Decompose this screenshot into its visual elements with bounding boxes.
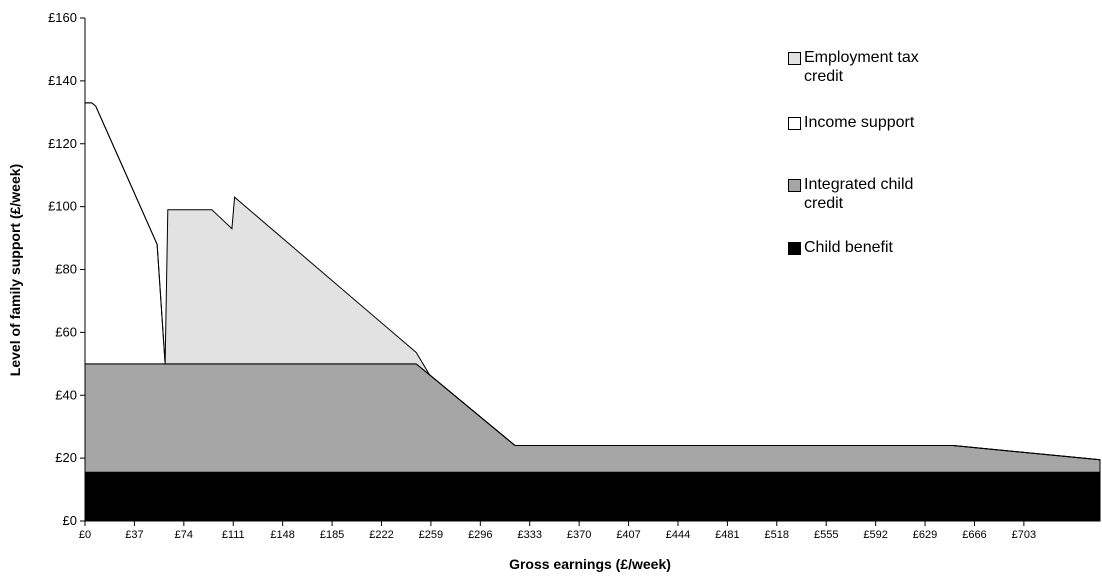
x-tick-label: £629 [913,529,937,541]
x-tick-label: £296 [468,529,492,541]
x-axis-title: Gross earnings (£/week) [509,556,671,572]
x-tick-label: £259 [419,529,443,541]
x-tick-label: £481 [715,529,739,541]
x-tick-label: £74 [175,529,193,541]
x-tick-label: £444 [666,529,690,541]
legend-item: Employment tax credit [788,48,978,86]
legend-label: Integrated child credit [804,176,914,212]
x-tick-label: £333 [517,529,541,541]
y-tick-label: £100 [48,199,77,214]
legend-item: Child benefit [788,238,978,257]
legend-label: Income support [804,114,915,131]
y-tick-label: £0 [63,513,77,528]
legend-swatch [788,242,801,255]
y-tick-label: £60 [55,324,77,339]
legend-label: Employment tax credit [804,49,919,85]
y-tick-label: £140 [48,73,77,88]
x-tick-label: £407 [616,529,640,541]
x-tick-label: £185 [320,529,344,541]
x-tick-label: £37 [125,529,143,541]
legend-swatch [788,117,801,130]
legend-item: Income support [788,113,978,132]
x-tick-label: £666 [962,529,986,541]
y-tick-label: £40 [55,387,77,402]
x-tick-label: £703 [1012,529,1036,541]
y-tick-label: £160 [48,10,77,25]
x-tick-label: £148 [270,529,294,541]
y-tick-label: £120 [48,136,77,151]
legend-swatch [788,179,801,192]
x-tick-label: £0 [79,529,91,541]
y-tick-label: £80 [55,262,77,277]
y-axis-title: Level of family support (£/week) [7,164,23,376]
x-tick-label: £370 [567,529,591,541]
area [84,363,1101,473]
x-tick-label: £592 [863,529,887,541]
x-tick-label: £222 [369,529,393,541]
x-tick-label: £555 [814,529,838,541]
x-tick-label: £111 [222,529,245,541]
area [84,471,1101,522]
legend-item: Integrated child credit [788,175,978,213]
legend-label: Child benefit [804,239,893,256]
legend-swatch [788,52,801,65]
x-tick-label: £518 [765,529,789,541]
y-tick-label: £20 [55,450,77,465]
